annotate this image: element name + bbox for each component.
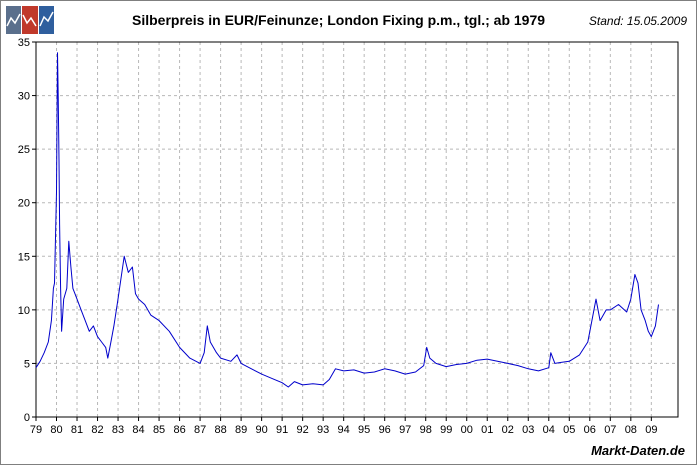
- x-tick-label: 87: [194, 424, 206, 436]
- x-tick-label: 01: [481, 424, 493, 436]
- source-brand: Markt-Daten.de: [591, 443, 685, 458]
- y-axis: 0 5 10 15 20 25 30 35: [18, 37, 36, 424]
- x-tick-label: 97: [399, 424, 411, 436]
- x-tick-label: 81: [71, 424, 83, 436]
- logo-tile-2: [22, 6, 38, 34]
- y-tick-label: 0: [24, 412, 30, 424]
- plot-area: [35, 41, 679, 418]
- x-tick-label: 08: [625, 424, 637, 436]
- x-tick-label: 96: [379, 424, 391, 436]
- y-tick-label: 20: [18, 198, 30, 210]
- x-tick-label: 03: [522, 424, 534, 436]
- x-tick-label: 98: [420, 424, 432, 436]
- y-tick-label: 5: [24, 358, 30, 370]
- x-tick-label: 88: [214, 424, 226, 436]
- chart-title: Silberpreis in EUR/Feinunze; London Fixi…: [132, 12, 546, 28]
- x-tick-label: 99: [440, 424, 452, 436]
- x-tick-label: 94: [338, 424, 350, 436]
- x-tick-label: 84: [132, 424, 144, 436]
- series-layer: [35, 52, 659, 388]
- logo-tile-1: [6, 6, 22, 34]
- x-tick-label: 04: [543, 424, 555, 436]
- x-tick-label: 86: [173, 424, 185, 436]
- x-tick-label: 06: [584, 424, 596, 436]
- stand-date: Stand: 15.05.2009: [588, 14, 687, 28]
- x-tick-label: 92: [297, 424, 309, 436]
- x-tick-label: 93: [317, 424, 329, 436]
- x-tick-label: 07: [604, 424, 616, 436]
- markt-daten-logo-icon: [6, 6, 54, 34]
- y-tick-label: 35: [18, 37, 30, 49]
- x-tick-label: 05: [563, 424, 575, 436]
- price-series-line: [35, 52, 659, 388]
- x-tick-label: 09: [645, 424, 657, 436]
- y-tick-label: 25: [18, 144, 30, 156]
- x-tick-label: 80: [50, 424, 62, 436]
- x-tick-label: 79: [30, 424, 42, 436]
- grid-layer: [36, 42, 678, 417]
- x-axis: 79 80 81 82 83 84 85 86 87 88 89 90 91 92 93 94 95 96 97 98…: [30, 417, 657, 436]
- x-tick-label: 95: [358, 424, 370, 436]
- x-tick-label: 85: [153, 424, 165, 436]
- x-tick-label: 82: [91, 424, 103, 436]
- x-tick-label: 02: [502, 424, 514, 436]
- y-tick-label: 30: [18, 91, 30, 103]
- logo-tile-3: [38, 6, 54, 34]
- x-tick-label: 91: [276, 424, 288, 436]
- x-tick-label: 00: [461, 424, 473, 436]
- x-tick-label: 89: [235, 424, 247, 436]
- y-tick-label: 10: [18, 305, 30, 317]
- x-tick-label: 90: [255, 424, 267, 436]
- x-tick-label: 83: [112, 424, 124, 436]
- y-tick-label: 15: [18, 251, 30, 263]
